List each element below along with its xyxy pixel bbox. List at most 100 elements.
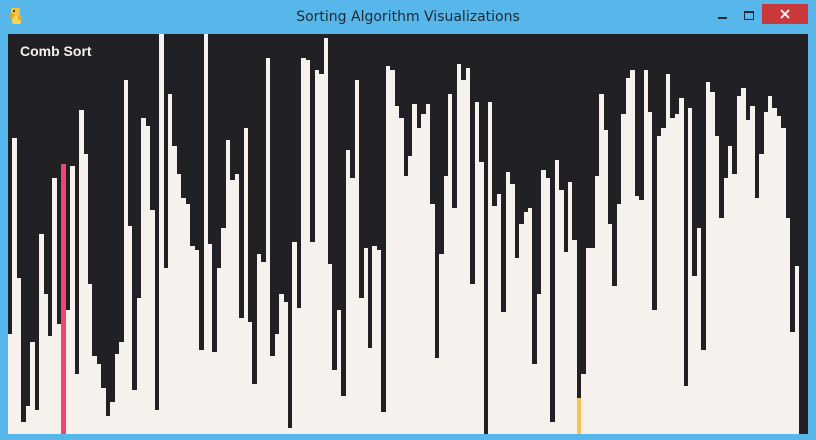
sort-bar (84, 154, 88, 434)
sort-bar (199, 350, 204, 434)
maximize-button[interactable] (736, 4, 762, 26)
sort-bar (57, 324, 61, 434)
sort-bar (359, 298, 364, 434)
sort-bar (546, 178, 550, 434)
sort-bar (377, 250, 381, 434)
sort-bar (257, 254, 261, 434)
sort-bar (226, 140, 230, 434)
sort-bar (324, 38, 328, 434)
sort-bar (292, 242, 297, 434)
sort-bar (132, 390, 137, 434)
sort-bar (439, 254, 444, 434)
sort-bar (79, 110, 84, 434)
sort-bar (275, 334, 279, 434)
sort-bar (319, 74, 324, 434)
sort-bar (310, 242, 315, 434)
sort-bar (795, 266, 799, 434)
sort-bar (101, 388, 106, 434)
sort-bar (559, 190, 564, 434)
sort-bar (612, 286, 617, 434)
sort-bar (532, 364, 537, 434)
sort-bar (195, 250, 199, 434)
sort-bar (230, 180, 235, 434)
sort-bar (661, 128, 666, 434)
sort-bar (564, 252, 568, 434)
sort-bar (350, 178, 355, 434)
sort-bar (426, 104, 430, 434)
sort-bar (670, 118, 675, 434)
sort-bar (470, 284, 475, 434)
sort-bar (444, 176, 448, 434)
sort-bar (106, 416, 110, 434)
sort-bar (675, 114, 679, 434)
sort-bar (146, 126, 150, 434)
sort-bar (497, 194, 501, 434)
sort-bar (341, 396, 346, 434)
sort-bar (421, 114, 426, 434)
sort-bar (555, 160, 559, 434)
sort-bar (457, 64, 461, 434)
sort-bar (150, 210, 155, 434)
sort-bar (270, 356, 275, 434)
close-button[interactable] (762, 4, 808, 24)
sort-bar (639, 200, 644, 434)
sort-bar (355, 80, 359, 434)
sort-bar (217, 268, 221, 434)
algorithm-title: Comb Sort (20, 43, 92, 59)
sort-bar (586, 248, 590, 434)
sort-bar (599, 94, 604, 434)
sort-bar (728, 146, 732, 434)
sort-bar (430, 204, 435, 434)
sort-bar (92, 356, 97, 434)
sort-bar (568, 182, 572, 434)
sort-bar (248, 322, 252, 434)
sort-bar (306, 60, 310, 434)
sort-bar (368, 348, 372, 434)
sort-bar (66, 310, 70, 434)
sort-bar (97, 364, 101, 434)
sort-bar (635, 196, 639, 434)
sort-bar (537, 294, 541, 434)
sort-bar (435, 358, 439, 434)
sort-bar (261, 262, 266, 434)
sort-bar (790, 332, 795, 434)
sort-bar (21, 422, 26, 434)
sort-bar (666, 74, 670, 434)
sort-bar (701, 350, 706, 434)
title-bar[interactable]: Sorting Algorithm Visualizations (0, 0, 816, 34)
sort-bar (772, 108, 777, 434)
close-icon (780, 9, 790, 19)
sort-bar (128, 226, 132, 434)
sort-bar (346, 150, 350, 434)
sort-bar (786, 218, 790, 434)
sort-bar (626, 78, 630, 434)
sort-bar (12, 138, 17, 434)
sort-bar (159, 34, 164, 434)
sort-bar (337, 310, 341, 434)
sort-bar (621, 114, 626, 434)
sort-bar (501, 312, 506, 434)
sort-bar (119, 342, 124, 434)
sort-bar (186, 204, 190, 434)
minimize-button[interactable] (708, 4, 736, 26)
sort-bar (755, 198, 759, 434)
sort-bar (35, 410, 39, 434)
sort-bar (684, 386, 688, 434)
sort-bar (48, 336, 52, 434)
sort-bar (408, 156, 412, 434)
sort-bar (541, 170, 546, 434)
sort-bar (652, 310, 657, 434)
sort-bar (115, 354, 119, 434)
sort-bar (781, 128, 786, 434)
sort-bar (208, 244, 212, 434)
sort-bar (395, 106, 399, 434)
sort-bar (746, 120, 750, 434)
sort-bar (190, 246, 195, 434)
sort-bar (284, 302, 288, 434)
sort-bar (737, 96, 741, 434)
sort-bar (110, 402, 115, 434)
sort-bar (181, 198, 186, 434)
sort-bar (204, 34, 208, 434)
sort-bar (417, 128, 421, 434)
